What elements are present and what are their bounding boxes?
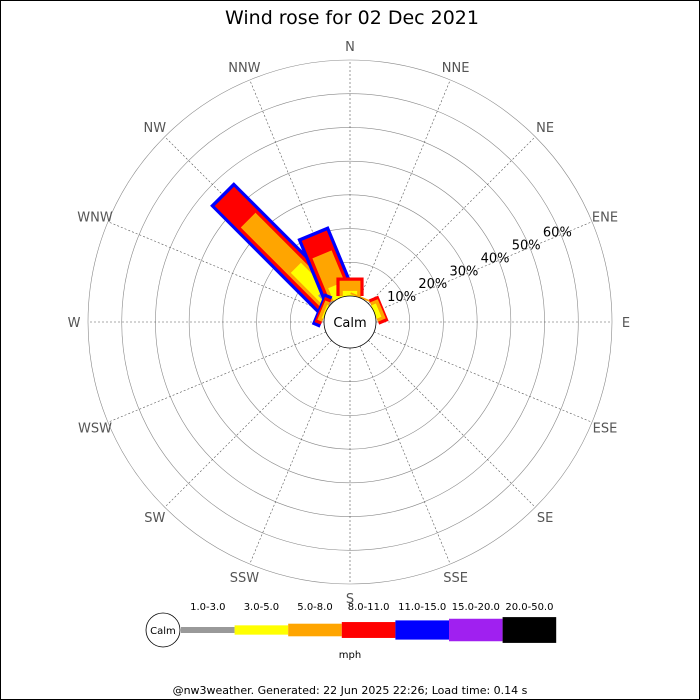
dir-label-ne: NE: [536, 121, 554, 136]
legend-bin-label-2: 5.0-8.0: [297, 602, 332, 613]
legend-bin-label-0: 1.0-3.0: [190, 602, 225, 613]
dir-label-wsw: WSW: [78, 422, 112, 437]
calm-circle: Calm: [323, 295, 377, 349]
pct-label-10: 10%: [387, 290, 416, 305]
dir-label-e: E: [622, 316, 630, 331]
dir-label-nne: NNE: [442, 61, 470, 76]
ring-40: [188, 160, 512, 484]
ring-60: [121, 93, 579, 551]
chart-title: Wind rose for 02 Dec 2021: [225, 7, 479, 29]
legend-bin-label-4: 11.0-15.0: [398, 602, 446, 613]
direction-labels: N NNE NE ENE E ESE SE SSE S SSW SW WSW W WNW NW NNW: [68, 40, 631, 607]
bar-nne-bin-2: [350, 292, 371, 302]
legend: Calm 1.0-3.0 3.0-5.0 5.0-8.0 8.0-11.0 11.0-15…: [145, 602, 557, 661]
dir-label-ese: ESE: [593, 422, 618, 437]
legend-swatch-6: [502, 617, 557, 643]
dir-label-wnw: WNW: [77, 210, 113, 225]
spoke-wnw: [107, 221, 327, 313]
ring-70: [87, 59, 613, 585]
dir-label-n: N: [345, 40, 355, 55]
spoke-ene: [373, 221, 593, 313]
legend-calm-label: Calm: [150, 626, 176, 637]
legend-calm-circle: [145, 612, 181, 648]
spoke-nne: [359, 79, 451, 299]
legend-swatch-1: [234, 625, 289, 635]
pct-label-30: 30%: [449, 264, 478, 279]
ring-20: [256, 228, 444, 416]
dir-label-sw: SW: [144, 511, 165, 526]
spoke-ese: [373, 331, 593, 423]
legend-bin-label-1: 3.0-5.0: [244, 602, 279, 613]
spoke-wsw: [107, 331, 327, 423]
footer-text: @nw3weather. Generated: 22 Jun 2025 22:2…: [173, 684, 528, 697]
spoke-se: [368, 340, 536, 508]
dir-label-s: S: [346, 592, 354, 607]
legend-bin-label-3: 8.0-11.0: [348, 602, 390, 613]
pct-label-40: 40%: [481, 251, 510, 266]
dir-label-ssw: SSW: [230, 571, 260, 586]
pct-label-60: 60%: [543, 226, 572, 241]
legend-swatch-3: [341, 622, 396, 638]
spoke-sse: [359, 345, 451, 565]
dir-label-ene: ENE: [592, 210, 618, 225]
percent-labels: 10%20%30%40%50%60%: [387, 226, 572, 306]
bar-ene-bin-1: [371, 303, 382, 319]
bar-wnw-bin-1: [321, 304, 329, 319]
legend-swatch-2: [288, 623, 342, 637]
spoke-nnw: [249, 79, 341, 299]
legend-bin-label-6: 20.0-50.0: [505, 602, 553, 613]
calm-label: Calm: [333, 316, 366, 331]
wind-bars: [210, 182, 389, 328]
dir-label-nnw: NNW: [228, 61, 260, 76]
dir-label-nw: NW: [144, 121, 167, 136]
dir-label-se: SE: [537, 511, 553, 526]
spoke-ne: [368, 136, 536, 304]
legend-unit: mph: [339, 650, 361, 661]
legend-bin-label-5: 15.0-20.0: [452, 602, 500, 613]
dir-label-w: W: [68, 316, 81, 331]
legend-swatch-0: [181, 627, 235, 633]
legend-swatch-5: [449, 618, 503, 642]
legend-swatch-4: [395, 620, 449, 640]
spoke-ssw: [249, 345, 341, 565]
pct-label-50: 50%: [512, 239, 541, 254]
pct-label-20: 20%: [418, 277, 447, 292]
spoke-sw: [164, 340, 332, 508]
dir-label-sse: SSE: [443, 571, 468, 586]
